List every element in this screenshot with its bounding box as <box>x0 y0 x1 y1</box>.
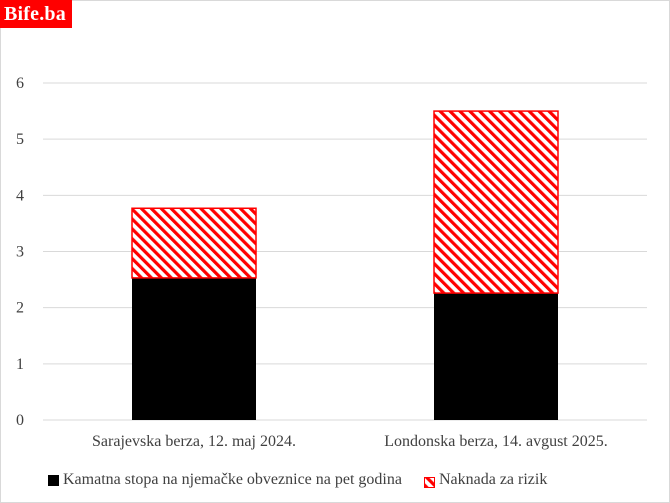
bar-segment-risk-premium <box>433 110 559 294</box>
y-tick-label: 2 <box>16 300 24 317</box>
bar-segment-interest-rate <box>132 277 256 420</box>
y-axis-ticks: 0 1 2 3 4 5 6 <box>16 75 24 429</box>
y-tick-label: 4 <box>16 187 24 204</box>
legend-item-interest-rate: Kamatna stopa na njemačke obveznice na p… <box>48 471 402 489</box>
bar-segment-interest-rate <box>434 293 558 420</box>
y-tick-label: 0 <box>16 412 24 429</box>
x-category-label: Sarajevska berza, 12. maj 2024. <box>92 433 296 450</box>
x-axis-labels: Sarajevska berza, 12. maj 2024. Londonska… <box>92 433 608 450</box>
brand-logo: Bife.ba <box>0 0 72 28</box>
y-tick-label: 6 <box>16 75 24 92</box>
legend: Kamatna stopa na njemačke obveznice na p… <box>48 470 547 490</box>
legend-swatch-hatched <box>423 475 435 488</box>
y-tick-label: 5 <box>16 131 24 148</box>
bars <box>131 110 559 420</box>
y-tick-label: 3 <box>16 244 24 261</box>
legend-swatch-solid <box>48 474 59 486</box>
legend-label-interest-rate: Kamatna stopa na njemačke obveznice na p… <box>63 471 402 488</box>
x-category-label: Londonska berza, 14. avgust 2025. <box>384 433 608 450</box>
y-tick-label: 1 <box>16 356 24 373</box>
bar-segment-risk-premium <box>131 207 257 279</box>
legend-item-risk-premium: Naknada za rizik <box>423 471 548 489</box>
legend-label-risk-premium: Naknada za rizik <box>438 471 548 488</box>
